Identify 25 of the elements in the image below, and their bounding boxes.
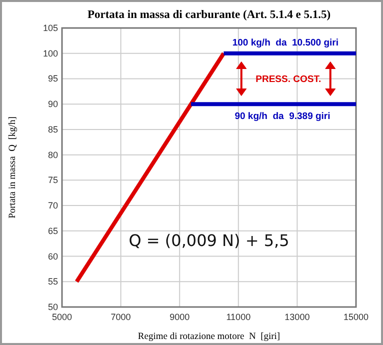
y-tick-label: 65 — [48, 226, 58, 236]
y-tick-label: 95 — [48, 74, 58, 84]
y-tick-label: 55 — [48, 276, 58, 287]
x-tick-label: 7000 — [110, 312, 131, 322]
y-tick-label: 50 — [48, 302, 58, 312]
annotation: 90 kg/h da 9.389 giri — [234, 111, 330, 122]
y-tick-label: 90 — [48, 99, 58, 110]
y-tick-label: 75 — [48, 175, 58, 186]
y-tick-label: 80 — [48, 150, 58, 160]
annotation: PRESS. COST. — [256, 74, 322, 86]
y-tick-label: 100 — [42, 48, 58, 58]
annotation: 100 kg/h da 10.500 giri — [232, 37, 339, 48]
y-tick-label: 105 — [42, 23, 58, 33]
chart-title: Portata in massa di carburante (Art. 5.1.4 e 5.1.5) — [87, 9, 331, 21]
x-tick-label: 13000 — [284, 312, 310, 322]
x-tick-label: 9000 — [170, 312, 190, 322]
annotation: Q = (0,009 N) + 5,5 — [128, 231, 290, 250]
y-tick-label: 85 — [48, 124, 58, 134]
x-tick-label: 11000 — [226, 312, 251, 322]
y-tick-label: 70 — [48, 200, 58, 211]
y-tick-label: 60 — [48, 251, 58, 262]
y-axis-title: Portata in massa Q [kg/h] — [8, 116, 18, 218]
x-tick-label: 15000 — [343, 312, 369, 322]
x-axis-title: Regime di rotazione motore N [giri] — [138, 332, 280, 342]
x-tick-label: 5000 — [52, 312, 72, 322]
